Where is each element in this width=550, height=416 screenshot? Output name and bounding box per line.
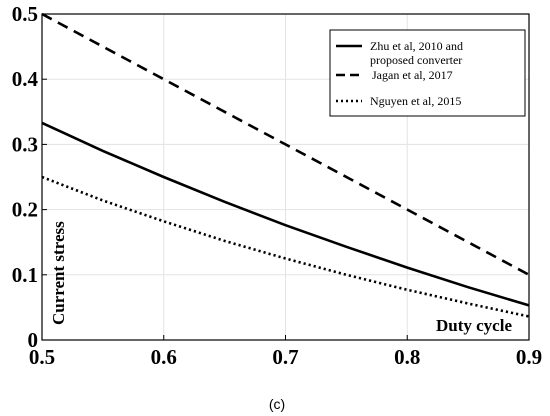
x-tick-label: 0.5 bbox=[29, 345, 55, 369]
series-line-solid bbox=[41, 121, 530, 307]
y-tick-label: 0.3 bbox=[12, 132, 38, 156]
legend-box bbox=[329, 29, 526, 117]
series-line-dashed bbox=[41, 12, 530, 276]
legend: Zhu et al, 2010 and proposed converter Ja… bbox=[329, 29, 526, 117]
legend-label-nguyen: Nguyen et al, 2015 bbox=[370, 94, 461, 108]
series-group bbox=[41, 12, 530, 318]
tick-labels: 0.5 0.6 0.7 0.8 0.9 0 0.1 0.2 0.3 0.4 0.5 bbox=[12, 2, 542, 369]
legend-label-zhu: Zhu et al, 2010 and proposed converter bbox=[370, 39, 463, 67]
x-tick-label: 0.8 bbox=[394, 345, 420, 369]
figure-caption: (c) bbox=[269, 396, 285, 412]
y-tick-label: 0.1 bbox=[12, 263, 38, 287]
x-tick-label: 0.9 bbox=[516, 345, 542, 369]
y-axis-label: Current stress bbox=[49, 221, 68, 325]
series-line-dotted bbox=[41, 175, 530, 318]
y-tick-label: 0.2 bbox=[12, 198, 38, 222]
x-tick-label: 0.6 bbox=[151, 345, 177, 369]
x-axis-label: Duty cycle bbox=[436, 316, 512, 335]
legend-label-jagan: Jagan et al, 2017 bbox=[372, 68, 453, 82]
x-tick-label: 0.7 bbox=[272, 345, 298, 369]
y-tick-label: 0.5 bbox=[12, 2, 38, 26]
y-tick-label: 0.4 bbox=[12, 67, 39, 91]
y-tick-label: 0 bbox=[28, 328, 39, 352]
